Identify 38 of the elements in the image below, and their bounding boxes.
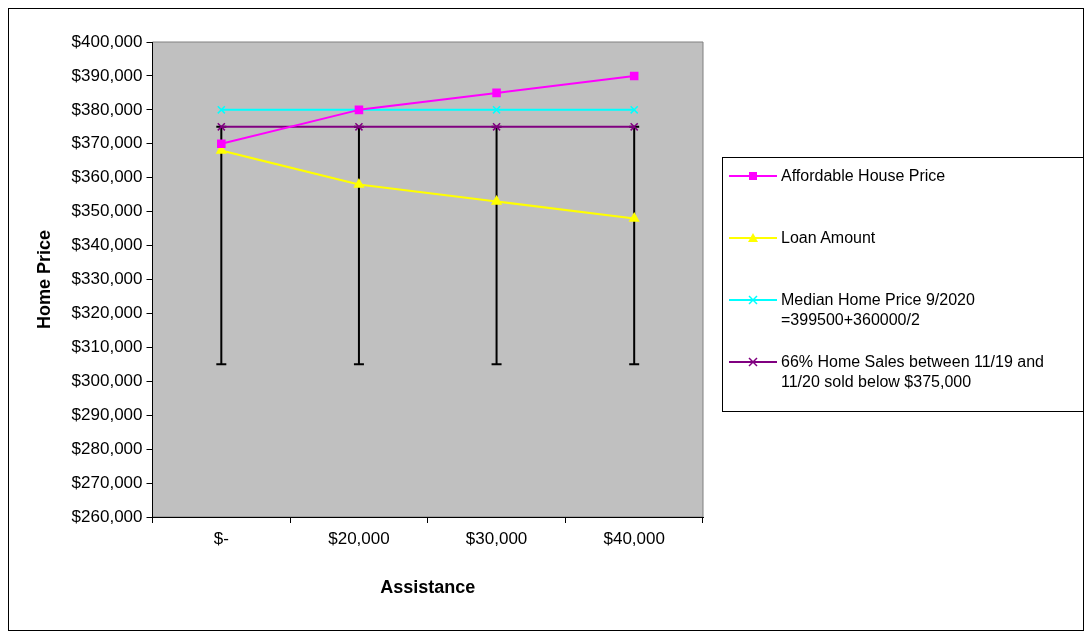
legend-label: Affordable House Price	[781, 166, 946, 186]
y-tick-label: $370,000	[71, 133, 143, 153]
y-tick-label: $270,000	[71, 472, 143, 492]
point	[629, 71, 639, 81]
y-tick-label: $380,000	[71, 99, 143, 119]
x-tick-label: $40,000	[603, 528, 665, 548]
x-tick-label: $20,000	[328, 528, 390, 548]
y-tick-label: $290,000	[71, 404, 143, 424]
y-tick-label: $260,000	[71, 506, 143, 526]
x-tick-label: $30,000	[465, 528, 528, 548]
y-tick-label: $390,000	[71, 65, 143, 85]
y-tick-label: $280,000	[71, 438, 143, 458]
y-tick-label: $310,000	[71, 337, 143, 357]
point	[217, 105, 226, 115]
x-tick-label: $-	[213, 528, 229, 548]
x-axis-title: Assistance	[380, 577, 476, 598]
y-tick-label: $350,000	[71, 201, 143, 221]
point	[491, 195, 502, 205]
legend-label: Median Home Price 9/2020 =399500+360000/2	[781, 290, 976, 330]
y-tick-label: $340,000	[71, 235, 143, 255]
point	[353, 178, 365, 188]
point	[492, 88, 501, 98]
point	[492, 105, 501, 115]
point	[629, 212, 640, 222]
y-tick-label: $300,000	[71, 370, 143, 390]
y-tick-label: $360,000	[71, 167, 143, 187]
point	[217, 139, 226, 149]
point	[492, 122, 501, 132]
point	[629, 122, 639, 132]
y-tick-label: $320,000	[71, 303, 143, 323]
point	[217, 122, 226, 132]
point	[629, 105, 639, 115]
y-tick-label: $400,000	[71, 31, 143, 51]
point	[354, 122, 364, 132]
y-axis-title: Home Price	[33, 229, 54, 330]
legend-label: 66% Home Sales between 11/19 and 11/20 sold below $375,000	[781, 352, 1045, 392]
y-tick-label: $330,000	[71, 269, 143, 289]
legend-label: Loan Amount	[781, 228, 876, 248]
